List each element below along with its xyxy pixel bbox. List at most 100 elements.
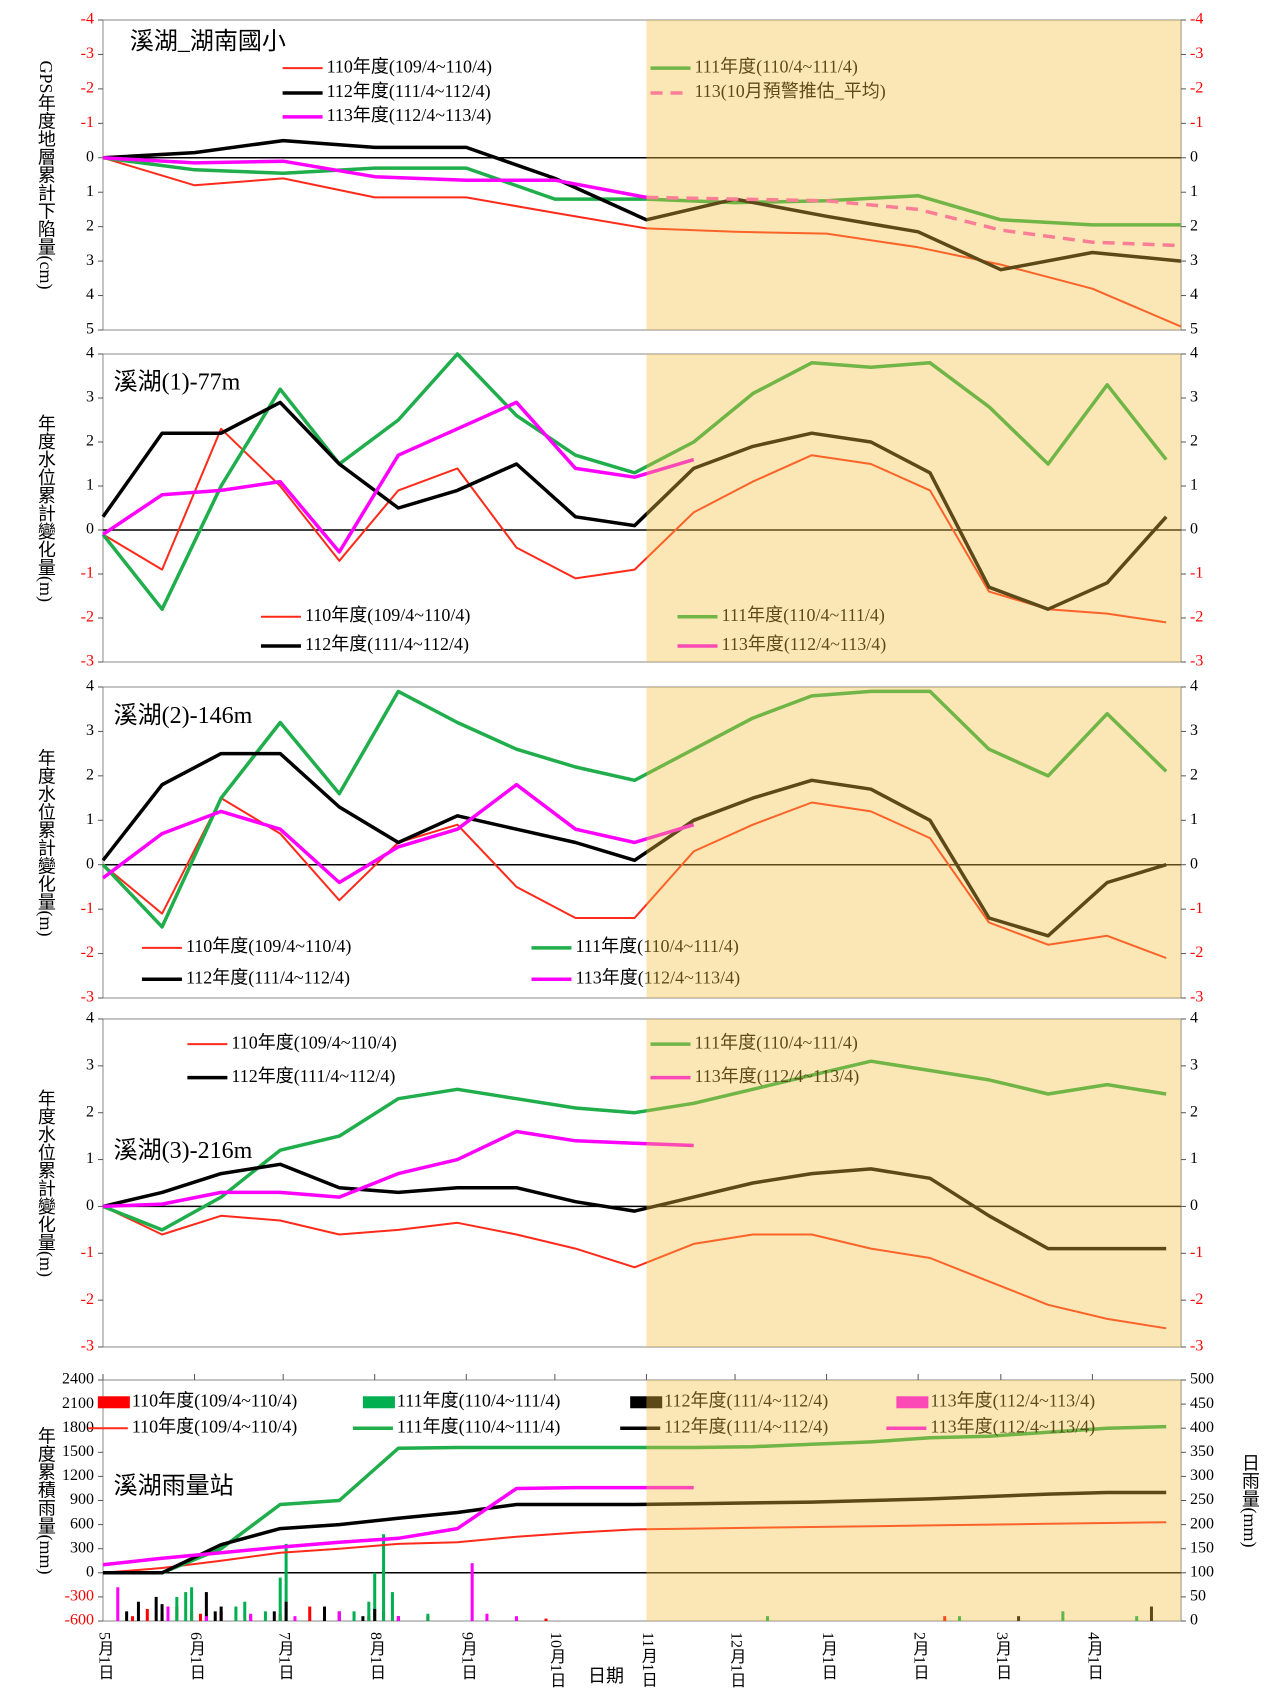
y-tick-label: -3 bbox=[81, 1338, 94, 1355]
y-tick-label: 900 bbox=[70, 1491, 94, 1508]
rain-bar bbox=[382, 1534, 386, 1621]
x-tick-label: 4月1日 bbox=[1085, 1632, 1104, 1680]
y2-tick-label: 1 bbox=[1190, 477, 1198, 494]
rain-bar bbox=[263, 1611, 267, 1621]
y2-tick-label: 4 bbox=[1190, 345, 1198, 362]
rain-bar bbox=[243, 1601, 247, 1621]
series-line bbox=[102, 1162, 1167, 1251]
y-axis-label: 年度水位累計變化量(m) bbox=[35, 414, 56, 602]
y-tick-label: 3 bbox=[86, 389, 94, 406]
y-tick-label: -4 bbox=[81, 11, 94, 28]
legend-swatch bbox=[630, 1396, 663, 1409]
y2-tick-label: -2 bbox=[1190, 1291, 1203, 1308]
panel-title: 溪湖(2)-146m bbox=[114, 702, 253, 729]
rain-bar bbox=[116, 1587, 120, 1621]
y2-tick-label: 350 bbox=[1190, 1443, 1214, 1460]
y-tick-label: 2 bbox=[86, 433, 94, 450]
y-tick-label: 0 bbox=[86, 1197, 94, 1214]
y-tick-label: 0 bbox=[86, 1563, 94, 1580]
legend-label: 110年度(109/4~110/4) bbox=[132, 1390, 297, 1411]
rain-bar bbox=[284, 1601, 288, 1621]
y-tick-label: -3 bbox=[81, 45, 94, 62]
series-line bbox=[102, 1059, 1167, 1232]
series-line bbox=[102, 156, 1182, 328]
rain-bar bbox=[943, 1616, 947, 1621]
panel-title: 溪湖_湖南國小 bbox=[130, 28, 286, 55]
legend-label: 111年度(110/4~111/4) bbox=[397, 1390, 560, 1411]
rain-bar bbox=[145, 1608, 149, 1621]
y2-tick-label: 4 bbox=[1190, 286, 1198, 303]
series-line bbox=[103, 1424, 1167, 1575]
y2-tick-label: 4 bbox=[1190, 1010, 1198, 1027]
highlight-band bbox=[646, 354, 1181, 662]
plot-frame bbox=[102, 686, 1182, 999]
y2-tick-label: 150 bbox=[1190, 1539, 1214, 1556]
legend-swatch bbox=[362, 1396, 395, 1409]
y-tick-label: -3 bbox=[81, 653, 94, 670]
y2-tick-label: -3 bbox=[1190, 653, 1203, 670]
y2-tick-label: -4 bbox=[1190, 11, 1203, 28]
x-tick-label: 11月1日 bbox=[639, 1632, 658, 1687]
y-axis-label: 年度累積雨量(mm) bbox=[35, 1426, 56, 1574]
y-tick-label: 2 bbox=[86, 767, 94, 784]
rain-bar bbox=[514, 1616, 518, 1621]
rain-bar bbox=[184, 1592, 188, 1621]
y-tick-label: 3 bbox=[86, 722, 94, 739]
y-tick-label: -1 bbox=[81, 900, 94, 917]
y2-tick-label: -2 bbox=[1190, 80, 1203, 97]
y2-tick-label: 0 bbox=[1190, 1197, 1198, 1214]
y-tick-label: -3 bbox=[81, 989, 94, 1006]
y-tick-label: -1 bbox=[81, 1244, 94, 1261]
rain-bar bbox=[175, 1596, 179, 1621]
x-tick-label: 8月1日 bbox=[367, 1632, 386, 1680]
legend-label: 112年度(111/4~112/4) bbox=[305, 634, 469, 655]
y-tick-label: 4 bbox=[86, 1010, 94, 1027]
legend-label: 111年度(110/4~111/4) bbox=[722, 605, 885, 626]
y2-tick-label: 1 bbox=[1190, 183, 1198, 200]
legend-swatch bbox=[97, 1396, 130, 1409]
x-tick-label: 12月1日 bbox=[727, 1632, 746, 1688]
y2-tick-label: -3 bbox=[1190, 1338, 1203, 1355]
highlight-band bbox=[646, 20, 1181, 330]
rain-bar bbox=[131, 1616, 135, 1621]
y2-tick-label: -1 bbox=[1190, 1244, 1203, 1261]
highlight-band bbox=[646, 687, 1181, 998]
rain-bar bbox=[323, 1606, 327, 1621]
y-tick-label: -2 bbox=[81, 1291, 94, 1308]
panel-title: 溪湖(1)-77m bbox=[114, 369, 241, 396]
series-line bbox=[102, 1205, 1167, 1330]
highlight-band bbox=[646, 1019, 1181, 1347]
y-tick-label: 4 bbox=[86, 345, 94, 362]
y-tick-label: 2 bbox=[86, 1103, 94, 1120]
legend-label: 113年度(112/4~113/4) bbox=[327, 105, 492, 126]
y-tick-label: -2 bbox=[81, 80, 94, 97]
rain-bar bbox=[213, 1611, 217, 1621]
y-tick-label: 1200 bbox=[62, 1467, 94, 1484]
rain-bar bbox=[957, 1616, 961, 1621]
legend-label: 112年度(111/4~112/4) bbox=[186, 967, 350, 988]
legend-label: 110年度(109/4~110/4) bbox=[132, 1416, 297, 1437]
legend-label: 110年度(109/4~110/4) bbox=[327, 56, 492, 77]
rain-bar bbox=[396, 1616, 400, 1621]
y2-tick-label: 2 bbox=[1190, 433, 1198, 450]
series-line bbox=[101, 751, 1167, 938]
rain-bar bbox=[1017, 1616, 1021, 1621]
rain-bar bbox=[373, 1608, 377, 1621]
y-tick-label: -1 bbox=[81, 114, 94, 131]
y-tick-label: 1 bbox=[86, 183, 94, 200]
y-tick-label: 0 bbox=[86, 521, 94, 538]
highlight-band bbox=[646, 1380, 1181, 1621]
y-tick-label: 1500 bbox=[62, 1443, 94, 1460]
rain-bar bbox=[293, 1616, 297, 1621]
y2-tick-label: 3 bbox=[1190, 1057, 1198, 1074]
rain-bar bbox=[470, 1563, 474, 1621]
rain-bar bbox=[272, 1611, 276, 1621]
series-line bbox=[102, 400, 695, 554]
rain-bar bbox=[198, 1613, 202, 1621]
x-tick-label: 1月1日 bbox=[819, 1632, 838, 1680]
legend-label: 110年度(109/4~110/4) bbox=[305, 605, 470, 626]
legend-label: 110年度(109/4~110/4) bbox=[186, 936, 351, 957]
series-line bbox=[102, 156, 647, 200]
y-tick-label: -2 bbox=[81, 944, 94, 961]
